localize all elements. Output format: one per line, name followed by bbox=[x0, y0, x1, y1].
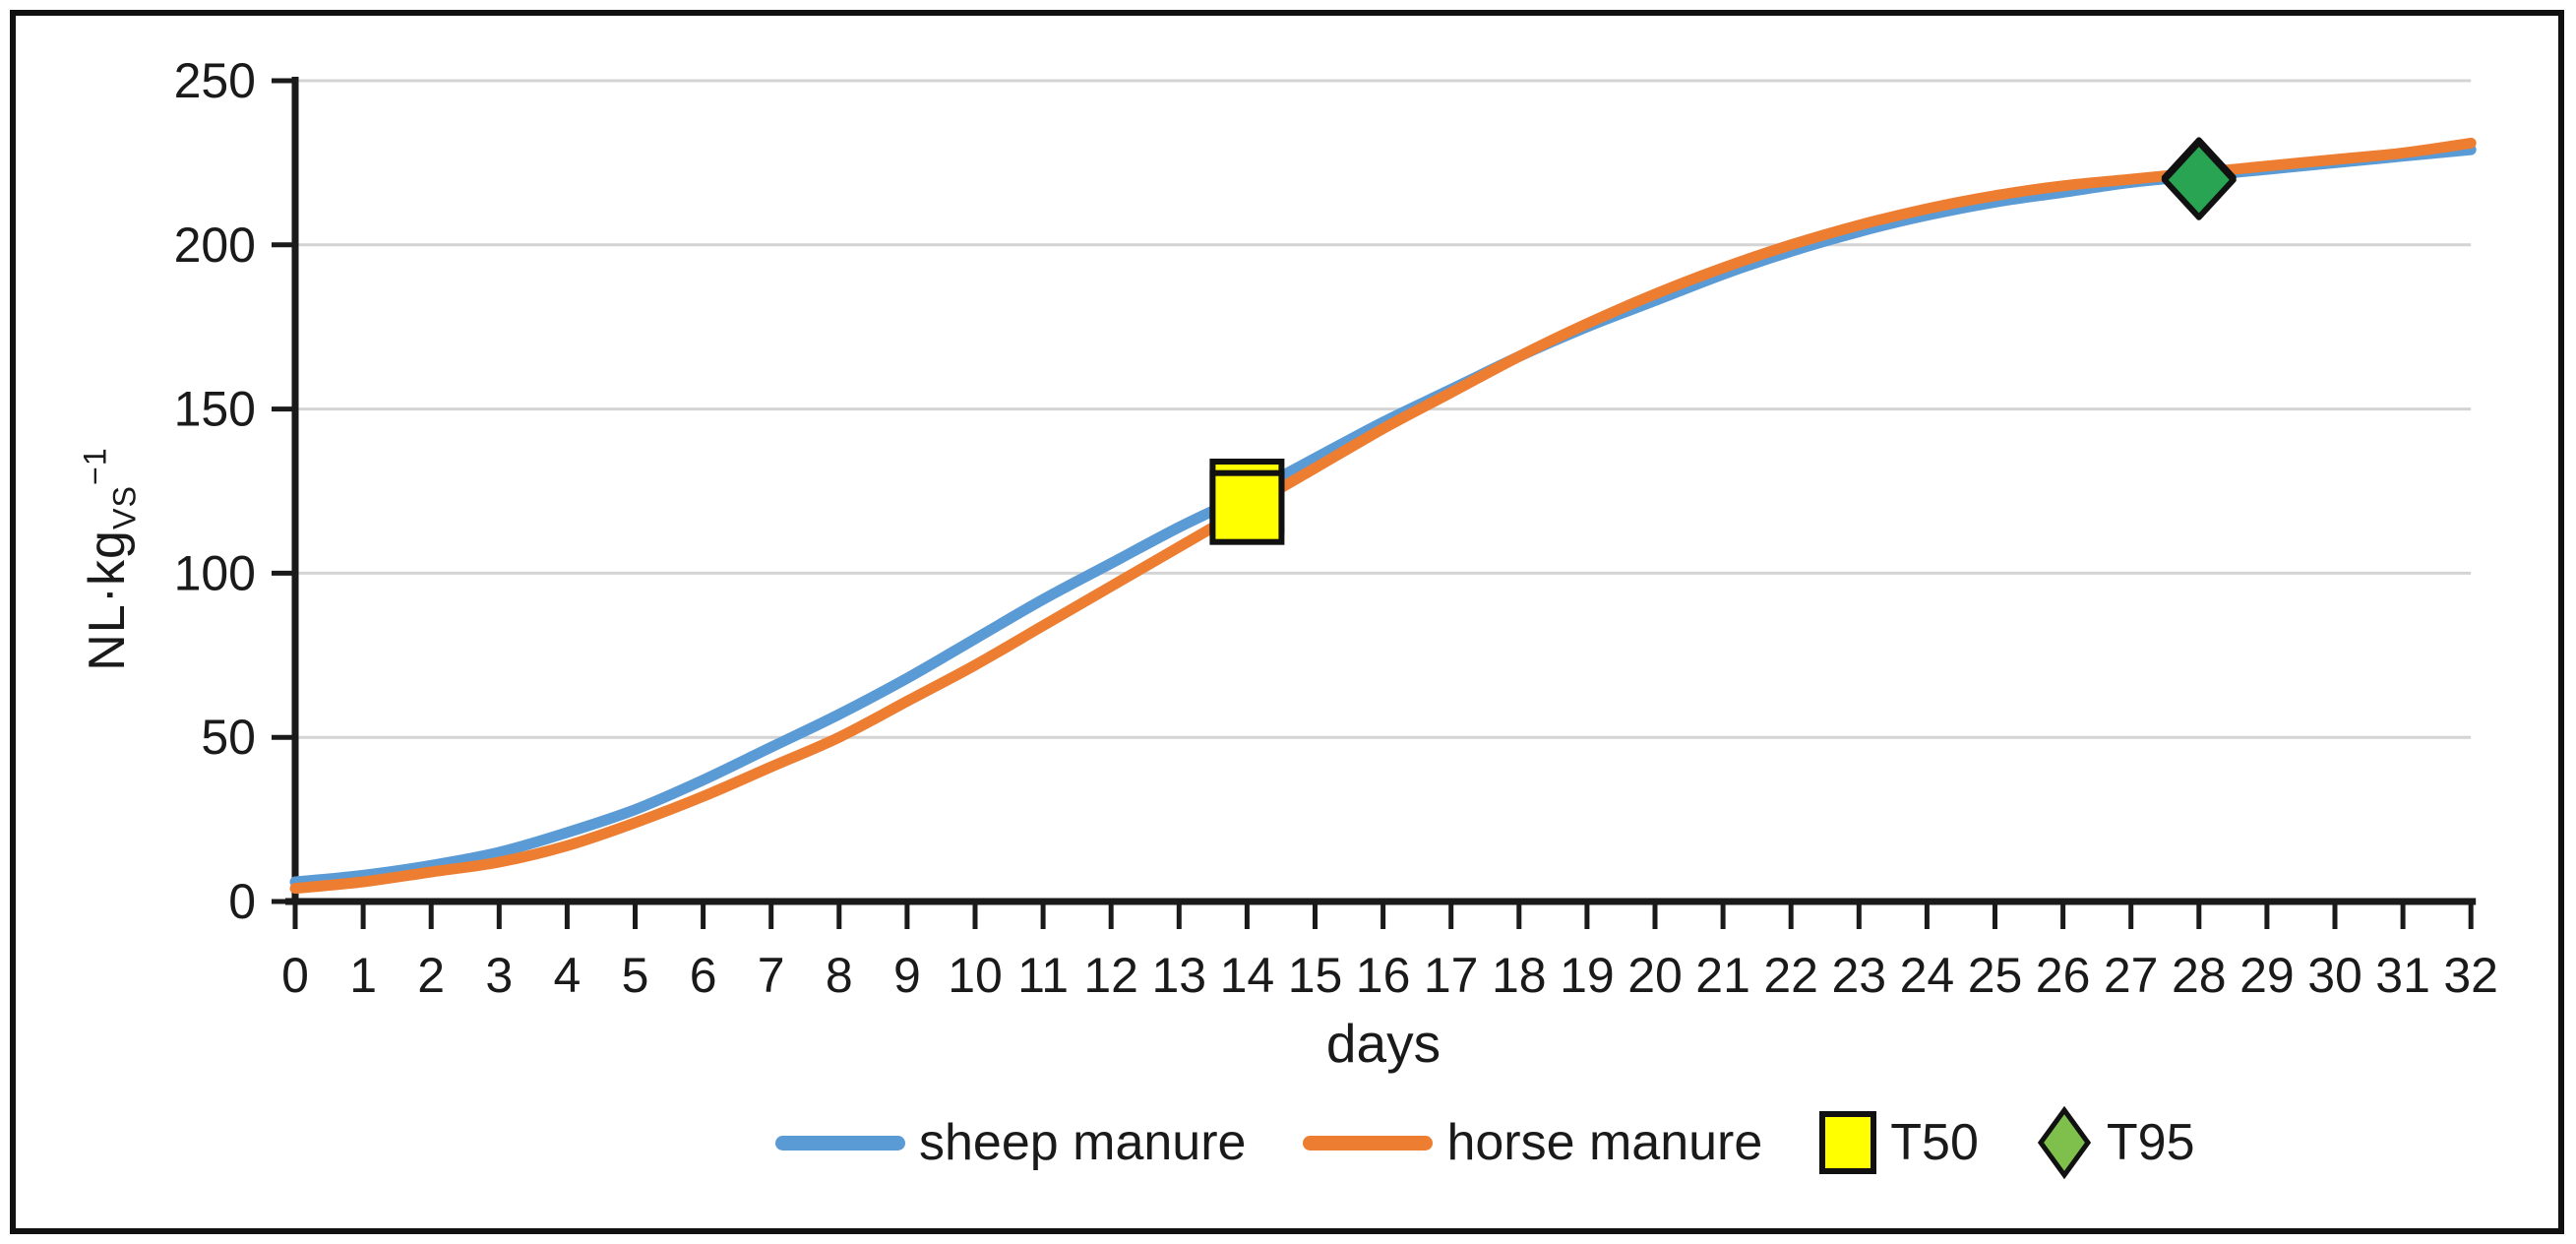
y-axis-title-sub: VS bbox=[106, 485, 143, 530]
y-axis-title-sup: −1 bbox=[77, 447, 113, 486]
x-tick-label-2: 2 bbox=[417, 948, 445, 1003]
x-tick-label-4: 4 bbox=[553, 948, 581, 1003]
x-tick-label-27: 27 bbox=[2104, 948, 2159, 1003]
sheep-manure-line-swatch bbox=[775, 1135, 905, 1151]
x-tick-label-26: 26 bbox=[2036, 948, 2091, 1003]
x-tick-label-25: 25 bbox=[1968, 948, 2023, 1003]
legend-item-horse-manure: horse manure bbox=[1303, 1113, 1762, 1172]
y-tick-label-200: 200 bbox=[174, 218, 256, 273]
x-tick-label-16: 16 bbox=[1356, 948, 1411, 1003]
x-tick-label-7: 7 bbox=[758, 948, 785, 1003]
y-tick-label-0: 0 bbox=[228, 874, 256, 929]
x-tick-label-24: 24 bbox=[1900, 948, 1955, 1003]
x-axis-title: days bbox=[1325, 1013, 1441, 1074]
legend-item-t95: T95 bbox=[2036, 1106, 2195, 1179]
x-tick-label-13: 13 bbox=[1151, 948, 1206, 1003]
x-tick-label-10: 10 bbox=[948, 948, 1003, 1003]
legend-item-sheep-manure: sheep manure bbox=[775, 1113, 1246, 1172]
y-axis-title: NL·kgVS−1 bbox=[78, 447, 144, 671]
legend-label-horse-manure: horse manure bbox=[1446, 1114, 1763, 1171]
x-tick-label-12: 12 bbox=[1083, 948, 1138, 1003]
series-line-horse-manure bbox=[289, 137, 2477, 895]
x-tick-label-18: 18 bbox=[1492, 948, 1547, 1003]
legend-item-t50: T50 bbox=[1819, 1111, 1979, 1174]
x-tick-label-14: 14 bbox=[1220, 948, 1275, 1003]
x-tick-label-5: 5 bbox=[622, 948, 649, 1003]
t95-marker-horse-manure bbox=[2161, 139, 2237, 220]
x-tick-label-32: 32 bbox=[2443, 948, 2498, 1003]
x-tick-label-30: 30 bbox=[2307, 948, 2362, 1003]
x-tick-label-19: 19 bbox=[1560, 948, 1615, 1003]
x-tick-label-1: 1 bbox=[349, 948, 377, 1003]
x-tick-label-6: 6 bbox=[690, 948, 717, 1003]
x-tick-label-8: 8 bbox=[826, 948, 853, 1003]
x-tick-label-17: 17 bbox=[1424, 948, 1479, 1003]
x-tick-label-0: 0 bbox=[281, 948, 309, 1003]
t50-marker-horse-manure bbox=[1209, 469, 1285, 545]
x-tick-label-3: 3 bbox=[485, 948, 513, 1003]
y-tick-label-50: 50 bbox=[201, 710, 256, 765]
series-line-sheep-manure bbox=[289, 144, 2477, 888]
y-axis-title-main: NL·kg bbox=[78, 529, 136, 671]
x-tick-label-11: 11 bbox=[1017, 948, 1069, 1003]
x-tick-label-22: 22 bbox=[1763, 948, 1818, 1003]
x-tick-label-28: 28 bbox=[2172, 948, 2227, 1003]
x-tick-label-9: 9 bbox=[893, 948, 921, 1003]
t95-diamond-icon bbox=[2037, 1106, 2091, 1179]
legend-label-sheep-manure: sheep manure bbox=[919, 1114, 1247, 1171]
legend-label-t50: T50 bbox=[1890, 1114, 1979, 1171]
x-tick-label-31: 31 bbox=[2375, 948, 2430, 1003]
x-tick-label-23: 23 bbox=[1831, 948, 1886, 1003]
legend: sheep manure horse manure T50 T95 bbox=[775, 1100, 2195, 1185]
horse-manure-line-swatch bbox=[1303, 1135, 1434, 1151]
y-tick-label-100: 100 bbox=[174, 545, 256, 600]
y-tick-label-150: 150 bbox=[174, 382, 256, 437]
legend-label-t95: T95 bbox=[2106, 1114, 2195, 1171]
x-tick-label-21: 21 bbox=[1695, 948, 1750, 1003]
x-tick-label-15: 15 bbox=[1288, 948, 1343, 1003]
x-tick-label-29: 29 bbox=[2239, 948, 2295, 1003]
t50-square-icon bbox=[1819, 1111, 1877, 1174]
x-tick-label-20: 20 bbox=[1627, 948, 1683, 1003]
y-tick-label-250: 250 bbox=[174, 53, 256, 108]
